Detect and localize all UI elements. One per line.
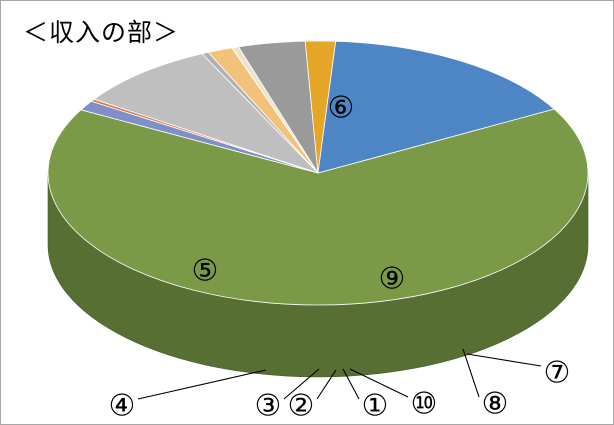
leader-line-7	[316, 369, 337, 400]
slice-1	[47, 108, 589, 306]
chart-title: ＜収入の部＞	[23, 18, 180, 47]
pie-tops	[47, 40, 589, 306]
leader-line-5	[349, 368, 409, 398]
slice-label-9: ④	[109, 389, 136, 424]
slice-label-3: ⑧	[482, 387, 509, 422]
leader-line-6	[342, 368, 360, 400]
slice-label-6: ①	[362, 389, 389, 424]
leader-line-8	[283, 368, 320, 400]
leader-line-3	[462, 348, 480, 398]
leader-lines	[137, 348, 542, 400]
slice-label-8: ③	[255, 389, 282, 424]
leader-line-2	[466, 353, 542, 367]
slice-label-10: ⑤	[192, 254, 219, 289]
slice-10	[317, 40, 555, 174]
leader-line-9	[137, 369, 267, 400]
slice-label-4: ⑨	[379, 262, 406, 297]
slice-label-7: ②	[288, 389, 315, 424]
slice-label-2: ⑦	[544, 356, 571, 391]
slice-labels: ⑥ ⑦⑧ ⑨ ⑩① ②③ ④ ⑤	[109, 91, 571, 424]
slice-label-1: ⑥	[328, 91, 355, 126]
slice-4	[93, 53, 319, 174]
slice-label-5: ⑩	[411, 387, 438, 422]
